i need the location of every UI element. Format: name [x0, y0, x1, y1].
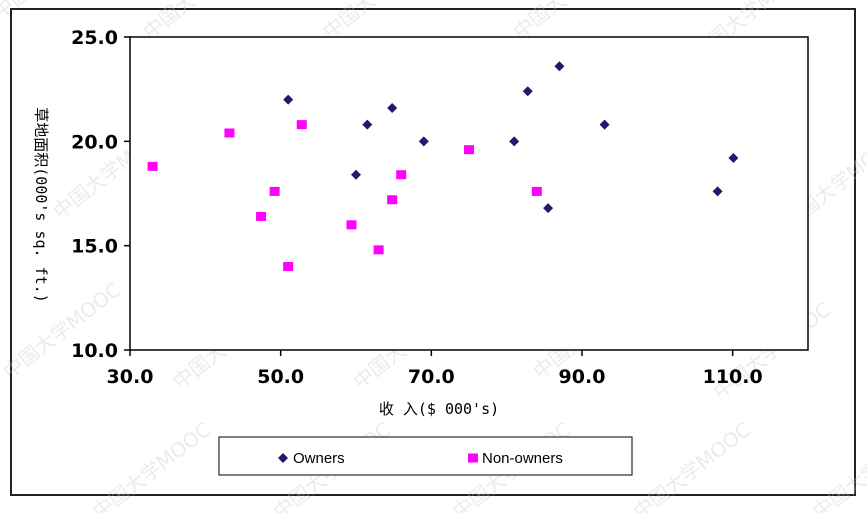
non-owners-point [269, 186, 280, 196]
owners-point [387, 102, 398, 113]
watermark-text: 中国大学MOOC [808, 417, 867, 513]
owners-point [712, 186, 723, 197]
owners-point [509, 136, 520, 147]
non-owners-point [396, 170, 407, 180]
y-tick-label: 20.0 [71, 131, 118, 153]
non-owners-point [373, 245, 384, 255]
owners-point [543, 203, 554, 214]
owners-point [351, 169, 361, 180]
non-owners-point [256, 211, 267, 221]
owners-point [599, 119, 610, 130]
x-tick-label: 70.0 [408, 366, 455, 388]
non-owners-point [283, 262, 294, 272]
x-tick-label: 90.0 [559, 366, 606, 388]
x-tick-label: 30.0 [107, 366, 154, 388]
owners-point [522, 86, 533, 97]
y-tick-label: 15.0 [71, 236, 118, 258]
plot-area [129, 36, 809, 351]
y-axis-title: 草地面积(000's sq. ft.) [32, 107, 50, 302]
data-marks [147, 61, 739, 272]
legend-box [218, 436, 633, 476]
non-owners-point [387, 195, 398, 205]
y-axis: 10.0 15.0 20.0 25.0 [71, 27, 130, 362]
x-axis-title: 收 入($ 000's) [379, 400, 499, 418]
non-owners-point [147, 161, 158, 171]
owners-point [728, 153, 739, 164]
non-owners-point [531, 186, 542, 196]
legend-nonowners-marker [468, 453, 478, 463]
x-tick-label: 50.0 [257, 366, 304, 388]
non-owners-point [224, 128, 235, 138]
non-owners-point [346, 220, 357, 230]
legend-owners-label: Owners [293, 450, 345, 467]
y-tick-label: 25.0 [71, 27, 118, 49]
x-axis: 30.0 50.0 70.0 90.0 110.0 [107, 350, 763, 388]
owners-point [554, 61, 565, 72]
watermark-text: 中国大学MOOC [88, 417, 215, 513]
owners-point [362, 119, 373, 130]
watermark-text: 中国大学MOOC [0, 0, 116, 24]
y-tick-label: 10.0 [71, 340, 118, 362]
watermark-text: 中国大学MOOC [628, 417, 755, 513]
legend-owners-marker [278, 453, 288, 463]
owners-point [283, 94, 294, 105]
non-owners-point [296, 120, 307, 130]
x-tick-label: 110.0 [703, 366, 763, 388]
legend: Owners Non-owners [218, 436, 633, 476]
owners-point [418, 136, 429, 147]
non-owners-point [464, 145, 474, 155]
legend-nonowners-label: Non-owners [482, 450, 563, 467]
